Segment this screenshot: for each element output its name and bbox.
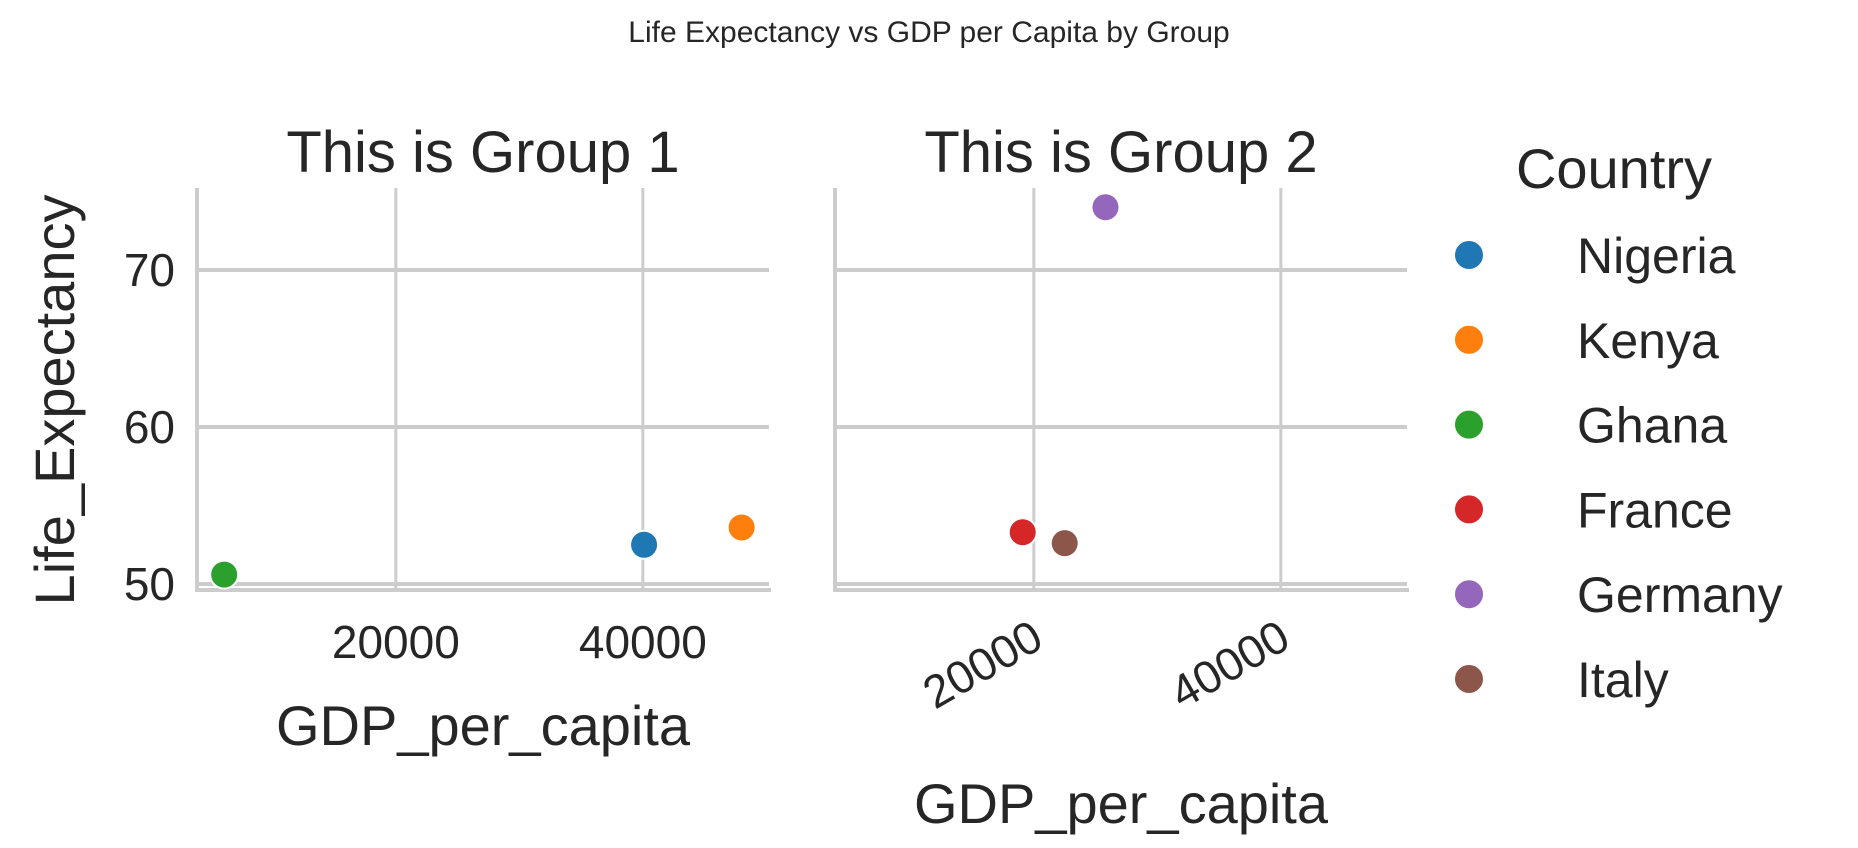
y-tick-label: 70: [124, 244, 175, 296]
point-ghana: [209, 559, 240, 590]
legend-label: Ghana: [1577, 398, 1727, 454]
panel-title: This is Group 1: [286, 120, 679, 185]
legend-label: France: [1577, 482, 1733, 538]
legend-item-germany: Germany: [1453, 567, 1783, 623]
x-axis-label: GDP_per_capita: [276, 694, 691, 757]
x-tick-label: 20000: [914, 610, 1051, 719]
y-tick-label: 50: [124, 558, 175, 610]
point-nigeria: [629, 529, 660, 560]
y-axis-label: Life_Expectancy: [23, 195, 86, 606]
point-italy: [1049, 528, 1080, 559]
legend-item-kenya: Kenya: [1453, 313, 1719, 369]
legend-marker: [1453, 239, 1485, 271]
legend-title: Country: [1516, 137, 1712, 200]
legend-item-france: France: [1453, 482, 1733, 538]
legend-marker: [1453, 493, 1485, 526]
panel-2: 20000 40000 This is Group 2 GDP_per_capita: [833, 120, 1409, 835]
x-tick-label: 20000: [332, 616, 460, 668]
point-germany: [1090, 192, 1121, 223]
panel-title: This is Group 2: [924, 120, 1317, 185]
legend-label: Nigeria: [1577, 228, 1736, 284]
legend-item-italy: Italy: [1453, 652, 1669, 708]
legend-marker: [1453, 408, 1485, 441]
legend-label: Italy: [1577, 652, 1669, 708]
suptitle: Life Expectancy vs GDP per Capita by Gro…: [628, 16, 1229, 49]
legend-marker: [1453, 578, 1485, 611]
x-tick-label: 40000: [579, 616, 707, 668]
legend-item-nigeria: Nigeria: [1453, 228, 1736, 284]
legend-marker: [1453, 663, 1485, 695]
legend-label: Kenya: [1577, 313, 1719, 369]
panel-1: 50 60 70 20000 40000 This is Group 1 GDP_per_c…: [124, 120, 771, 757]
legend-item-ghana: Ghana: [1453, 398, 1727, 454]
legend-label: Germany: [1577, 567, 1783, 623]
x-tick-label: 40000: [1161, 610, 1298, 719]
point-kenya: [726, 512, 757, 543]
legend-marker: [1453, 323, 1485, 356]
point-france: [1007, 517, 1038, 548]
y-tick-label: 60: [124, 401, 175, 453]
x-axis-label: GDP_per_capita: [914, 772, 1329, 835]
legend: Country Nigeria Kenya Ghana France Germany It…: [1453, 137, 1783, 708]
